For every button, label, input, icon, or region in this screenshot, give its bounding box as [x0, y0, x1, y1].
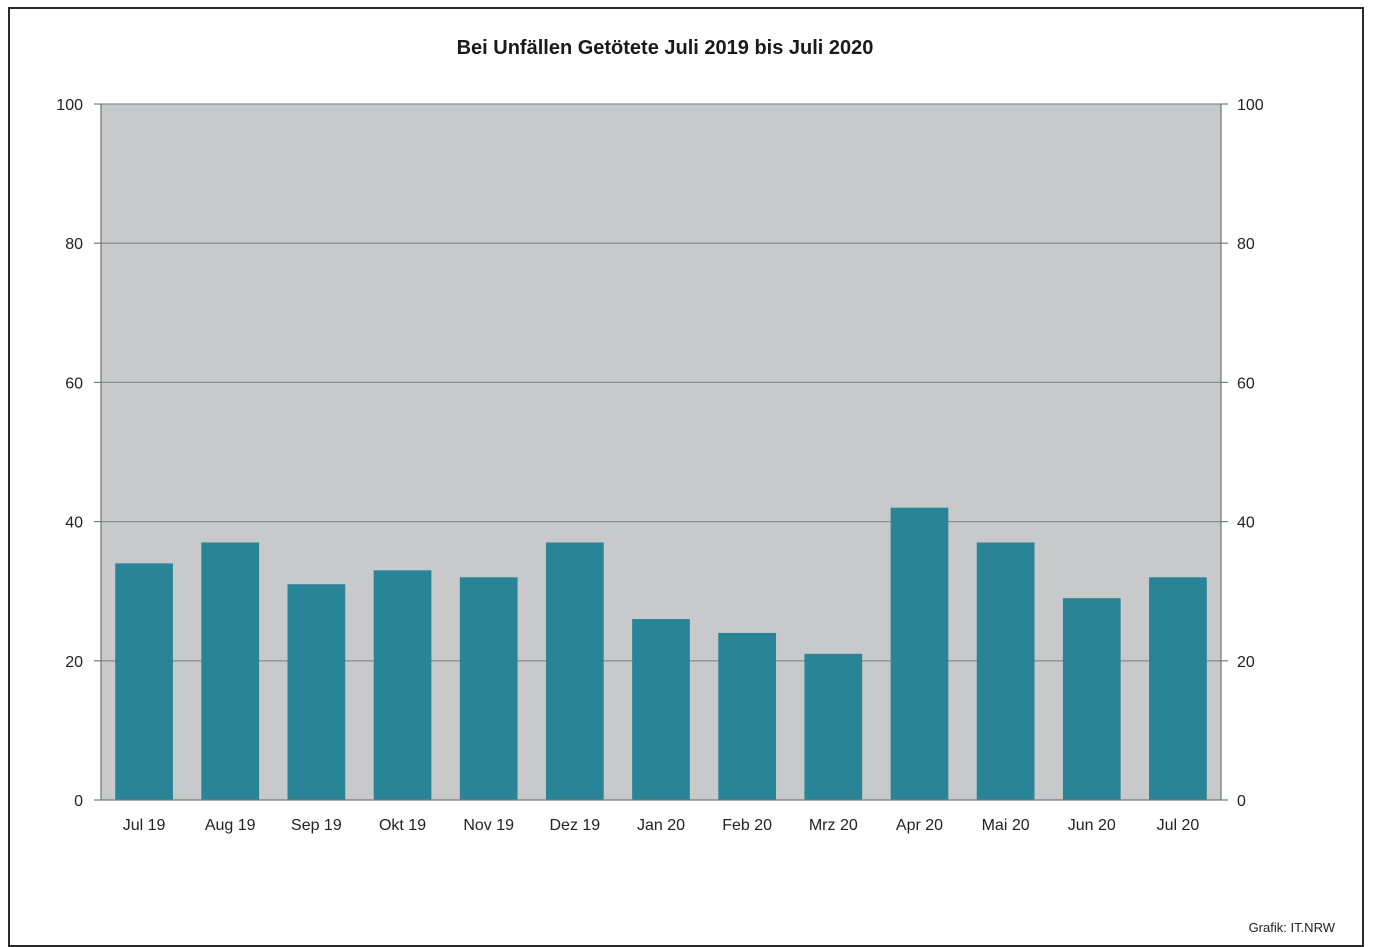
- y-tick-label-right: 60: [1237, 375, 1255, 392]
- y-tick-label-left: 60: [65, 375, 83, 392]
- bar: [632, 619, 690, 800]
- bar: [1149, 577, 1207, 800]
- y-tick-label-left: 40: [65, 515, 83, 532]
- y-tick-label-left: 20: [65, 654, 83, 671]
- x-tick-label: Mai 20: [982, 817, 1030, 834]
- bar: [545, 542, 604, 800]
- x-tick-label: Jul 19: [123, 817, 166, 834]
- y-tick-label-right: 80: [1237, 236, 1255, 253]
- y-tick-label-right: 20: [1237, 654, 1255, 671]
- bar: [1062, 598, 1121, 800]
- y-tick-labels-left: 0 20 40 60 80 100: [56, 97, 83, 810]
- bar: [373, 570, 432, 800]
- grid-lines: [101, 103, 1221, 662]
- x-tick-label: Sep 19: [291, 817, 342, 834]
- bar: [287, 584, 346, 800]
- bar: [718, 632, 777, 800]
- bar: [115, 563, 173, 800]
- y-tick-label-left: 100: [56, 97, 83, 114]
- bar: [890, 507, 949, 800]
- x-tick-label: Feb 20: [722, 817, 772, 834]
- source-credit: Grafik: IT.NRW: [1248, 920, 1335, 935]
- y-tick-labels-right: 0 20 40 60 80 100: [1237, 97, 1264, 810]
- x-tick-labels: Jul 19 Aug 19 Sep 19 Okt 19 Nov 19 Dez 19 Jan …: [123, 817, 1200, 834]
- x-tick-label: Nov 19: [463, 817, 514, 834]
- bar: [459, 577, 518, 800]
- bar: [976, 542, 1035, 800]
- x-tick-label: Mrz 20: [809, 817, 858, 834]
- x-tick-label: Jan 20: [637, 817, 685, 834]
- y-tick-label-right: 0: [1237, 793, 1246, 810]
- y-tick-label-right: 40: [1237, 515, 1255, 532]
- bar: [201, 542, 260, 800]
- x-tick-label: Jun 20: [1068, 817, 1116, 834]
- chart-title: Bei Unfällen Getötete Juli 2019 bis Juli…: [457, 37, 874, 59]
- x-tick-label: Dez 19: [549, 817, 600, 834]
- x-tick-label: Jul 20: [1157, 817, 1200, 834]
- x-tick-label: Apr 20: [896, 817, 943, 834]
- axes: [94, 103, 1228, 801]
- y-tick-label-left: 80: [65, 236, 83, 253]
- bar: [804, 653, 863, 800]
- y-tick-label-left: 0: [74, 793, 83, 810]
- bars: [115, 507, 1207, 800]
- x-tick-label: Aug 19: [205, 817, 256, 834]
- x-tick-label: Okt 19: [379, 817, 426, 834]
- y-tick-label-right: 100: [1237, 97, 1264, 114]
